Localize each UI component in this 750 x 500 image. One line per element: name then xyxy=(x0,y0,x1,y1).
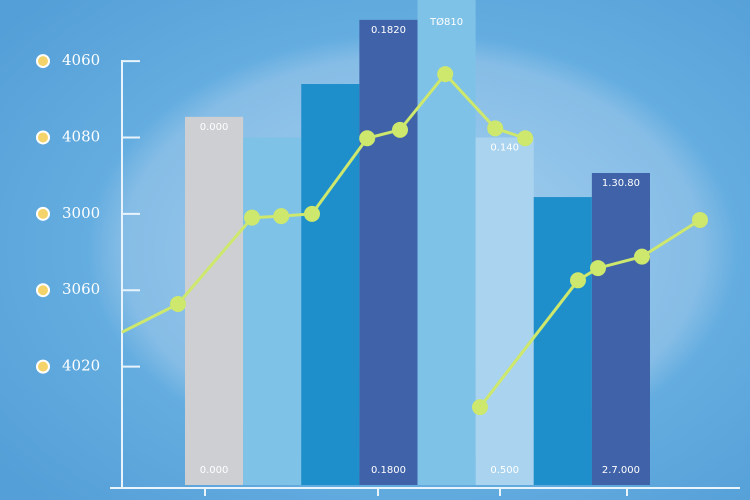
bar xyxy=(533,197,592,485)
bar xyxy=(243,137,302,485)
annotation: 1.30.80 xyxy=(602,178,640,189)
point xyxy=(590,260,606,277)
point xyxy=(692,211,708,228)
point xyxy=(437,66,454,83)
bar xyxy=(359,19,418,485)
tick-icon xyxy=(36,283,50,298)
point xyxy=(487,120,504,137)
point xyxy=(570,272,586,289)
y-tick-label: 4060 xyxy=(62,51,100,69)
tick-icon xyxy=(36,359,50,374)
annotation: 0.000 xyxy=(200,122,229,133)
bar xyxy=(301,84,360,485)
line xyxy=(121,71,526,334)
point xyxy=(359,130,376,147)
bar xyxy=(185,116,244,485)
tick-icon xyxy=(36,54,50,69)
point xyxy=(304,205,320,222)
annotation: 0.1800 xyxy=(371,465,406,476)
point xyxy=(634,248,650,265)
annotation: 2.7.000 xyxy=(602,465,640,476)
y-tick-label: 3060 xyxy=(62,280,100,298)
tick-icon xyxy=(36,206,50,221)
point xyxy=(170,295,186,312)
annotation: 0.500 xyxy=(490,465,519,476)
annotation: 0.1820 xyxy=(371,25,406,36)
point xyxy=(392,121,408,138)
y-tick-label: 3000 xyxy=(62,204,100,222)
point xyxy=(517,130,534,147)
annotation: 0.140 xyxy=(490,142,519,153)
y-tick-label: 4020 xyxy=(62,357,100,375)
annotation: 0.000 xyxy=(200,465,229,476)
annotation: TØ810 xyxy=(429,16,463,28)
point xyxy=(273,208,290,225)
point xyxy=(244,209,260,226)
plot: 4020 3060 3000 4080 4060 0.000 0.1820 TØ810 0.14… xyxy=(36,0,708,496)
tick-icon xyxy=(36,130,50,145)
point xyxy=(472,399,488,416)
bar xyxy=(475,137,534,485)
bar xyxy=(591,172,650,485)
y-tick-label: 4080 xyxy=(62,127,100,145)
